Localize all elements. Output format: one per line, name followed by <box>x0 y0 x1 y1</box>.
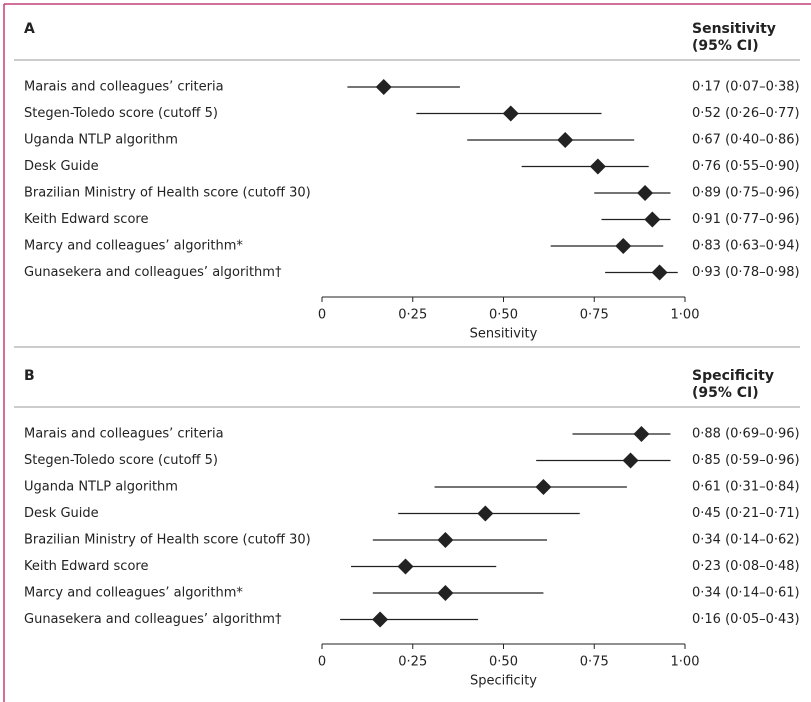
estimate-diamond <box>477 505 494 522</box>
estimate-diamond <box>535 479 552 495</box>
x-tick-label: 0·50 <box>489 308 518 323</box>
estimate-diamond <box>651 264 668 281</box>
x-tick-label: 0·50 <box>489 655 518 670</box>
estimate-diamond <box>557 132 574 148</box>
row-label: Desk Guide <box>24 159 99 174</box>
x-tick-label: 0·25 <box>398 308 427 323</box>
row-label: Uganda NTLP algorithm <box>24 480 178 495</box>
value-label: 0·83 (0·63–0·94) <box>692 239 800 254</box>
value-label: 0·16 (0·05–0·43) <box>692 612 800 627</box>
row-label: Stegen-Toledo score (cutoff 5) <box>24 453 218 468</box>
column-header: (95% CI) <box>692 38 759 54</box>
row-label: Marcy and colleagues’ algorithm* <box>24 586 243 601</box>
value-label: 0·17 (0·07–0·38) <box>692 80 800 95</box>
x-tick-label: 0·25 <box>398 655 427 670</box>
row-label: Stegen-Toledo score (cutoff 5) <box>24 106 218 121</box>
panel-label: A <box>24 21 35 37</box>
value-label: 0·67 (0·40–0·86) <box>692 133 800 148</box>
value-label: 0·89 (0·75–0·96) <box>692 186 800 201</box>
x-tick-label: 1·00 <box>671 655 700 670</box>
x-axis-label: Sensitivity <box>470 327 538 342</box>
estimate-diamond <box>437 532 454 548</box>
x-tick-label: 0·75 <box>580 655 609 670</box>
x-tick-label: 1·00 <box>671 308 700 323</box>
row-label: Brazilian Ministry of Health score (cuto… <box>24 186 311 201</box>
column-header: Specificity <box>692 368 774 384</box>
row-label: Marcy and colleagues’ algorithm* <box>24 239 243 254</box>
value-label: 0·34 (0·14–0·62) <box>692 533 800 548</box>
estimate-diamond <box>372 611 389 628</box>
row-label: Uganda NTLP algorithm <box>24 133 178 148</box>
estimate-diamond <box>502 105 519 122</box>
value-label: 0·93 (0·78–0·98) <box>692 265 800 280</box>
value-label: 0·91 (0·77–0·96) <box>692 212 800 227</box>
row-label: Keith Edward score <box>24 212 148 227</box>
value-label: 0·76 (0·55–0·90) <box>692 159 800 174</box>
column-header: (95% CI) <box>692 385 759 401</box>
row-label: Marais and colleagues’ criteria <box>24 427 224 442</box>
estimate-diamond <box>375 79 392 95</box>
x-axis-label: Specificity <box>470 674 537 689</box>
row-label: Keith Edward score <box>24 559 148 574</box>
estimate-diamond <box>622 452 639 469</box>
x-tick-label: 0 <box>318 655 326 670</box>
column-header: Sensitivity <box>692 21 776 37</box>
panel-label: B <box>24 368 35 384</box>
x-tick-label: 0 <box>318 308 326 323</box>
estimate-diamond <box>397 558 414 575</box>
value-label: 0·85 (0·59–0·96) <box>692 453 800 468</box>
value-label: 0·52 (0·26–0·77) <box>692 106 800 121</box>
estimate-diamond <box>615 238 632 254</box>
estimate-diamond <box>644 211 661 228</box>
row-label: Desk Guide <box>24 506 99 521</box>
row-label: Gunasekera and colleagues’ algorithm† <box>24 612 282 627</box>
estimate-diamond <box>437 585 454 601</box>
value-label: 0·45 (0·21–0·71) <box>692 506 800 521</box>
estimate-diamond <box>637 185 654 201</box>
estimate-diamond <box>633 426 650 442</box>
x-tick-label: 0·75 <box>580 308 609 323</box>
row-label: Marais and colleagues’ criteria <box>24 80 224 95</box>
row-label: Gunasekera and colleagues’ algorithm† <box>24 265 282 280</box>
value-label: 0·88 (0·69–0·96) <box>692 427 800 442</box>
value-label: 0·61 (0·31–0·84) <box>692 480 800 495</box>
value-label: 0·34 (0·14–0·61) <box>692 586 800 601</box>
estimate-diamond <box>589 158 606 175</box>
row-label: Brazilian Ministry of Health score (cuto… <box>24 533 311 548</box>
value-label: 0·23 (0·08–0·48) <box>692 559 800 574</box>
